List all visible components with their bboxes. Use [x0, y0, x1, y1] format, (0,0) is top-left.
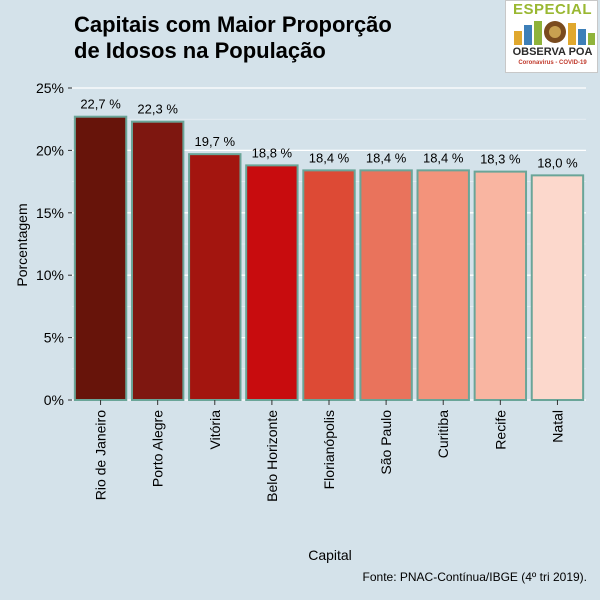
- x-tick-label: Belo Horizonte: [264, 410, 280, 502]
- bar-value-label: 18,0 %: [537, 155, 578, 170]
- bar-value-label: 18,3 %: [480, 152, 521, 167]
- y-axis-ticks: 0% 5% 10% 15% 20% 25%: [36, 80, 72, 408]
- bar-porto-alegre: [130, 120, 185, 401]
- bar-value-label: 22,3 %: [137, 102, 178, 117]
- logo-especial-text: ESPECIAL: [512, 1, 592, 18]
- bar-curitiba: [416, 169, 470, 401]
- chart-title-line-2: de Idosos na População: [74, 38, 326, 63]
- bar-sao-paulo: [359, 169, 413, 401]
- bar-value-label: 18,4 %: [366, 150, 407, 165]
- y-axis-label: Porcentagem: [14, 203, 30, 286]
- x-tick-label: São Paulo: [378, 410, 394, 475]
- logo-buildings-icon: [514, 21, 595, 45]
- value-labels: 22,7 % 22,3 % 19,7 % 18,8 % 18,4 % 18,4 % 18,4…: [80, 97, 578, 171]
- x-tick-label: Curitiba: [435, 410, 451, 458]
- bar-value-label: 18,8 %: [252, 145, 293, 160]
- bar-value-label: 18,4 %: [309, 150, 350, 165]
- y-tick-label: 10%: [36, 267, 64, 283]
- bar-belo-horizonte: [245, 164, 299, 401]
- logo-subtitle-text: Coronavirus - COVID-19: [518, 60, 587, 66]
- y-tick-label: 25%: [36, 80, 64, 96]
- x-tick-label: Porto Alegre: [150, 410, 166, 487]
- y-tick-label: 20%: [36, 142, 64, 158]
- bar-value-label: 22,7 %: [80, 97, 121, 112]
- x-tick-label: Vitória: [207, 410, 223, 450]
- x-tick-label: Rio de Janeiro: [93, 410, 109, 500]
- bar-florianopolis: [302, 169, 356, 401]
- y-tick-label: 0%: [44, 392, 64, 408]
- y-tick-label: 15%: [36, 205, 64, 221]
- x-tick-label: Florianópolis: [321, 410, 337, 489]
- bar-rio-de-janeiro: [73, 115, 128, 401]
- bar-value-label: 19,7 %: [195, 134, 236, 149]
- x-axis-label: Capital: [308, 547, 352, 563]
- x-tick-label: Natal: [549, 410, 565, 443]
- bar-vitoria: [188, 153, 242, 401]
- bar-recife: [473, 170, 528, 401]
- observa-poa-logo: ESPECIAL OBSERVA POA Coronavirus - COVID…: [505, 0, 598, 73]
- bar-value-label: 18,4 %: [423, 150, 464, 165]
- x-tick-label: Recife: [492, 410, 508, 450]
- source-note: Fonte: PNAC-Contínua/IBGE (4º tri 2019).: [362, 570, 587, 584]
- bars: [73, 115, 585, 401]
- y-tick-label: 5%: [44, 330, 64, 346]
- chart-title-line-1: Capitais com Maior Proporção: [74, 12, 392, 37]
- x-axis-ticks: Rio de Janeiro Porto Alegre Vitória Belo Ho…: [93, 400, 565, 502]
- bar-natal: [530, 174, 585, 401]
- logo-name-text: OBSERVA POA: [512, 46, 593, 58]
- chart-title: Capitais com Maior Proporção de Idosos n…: [74, 12, 494, 64]
